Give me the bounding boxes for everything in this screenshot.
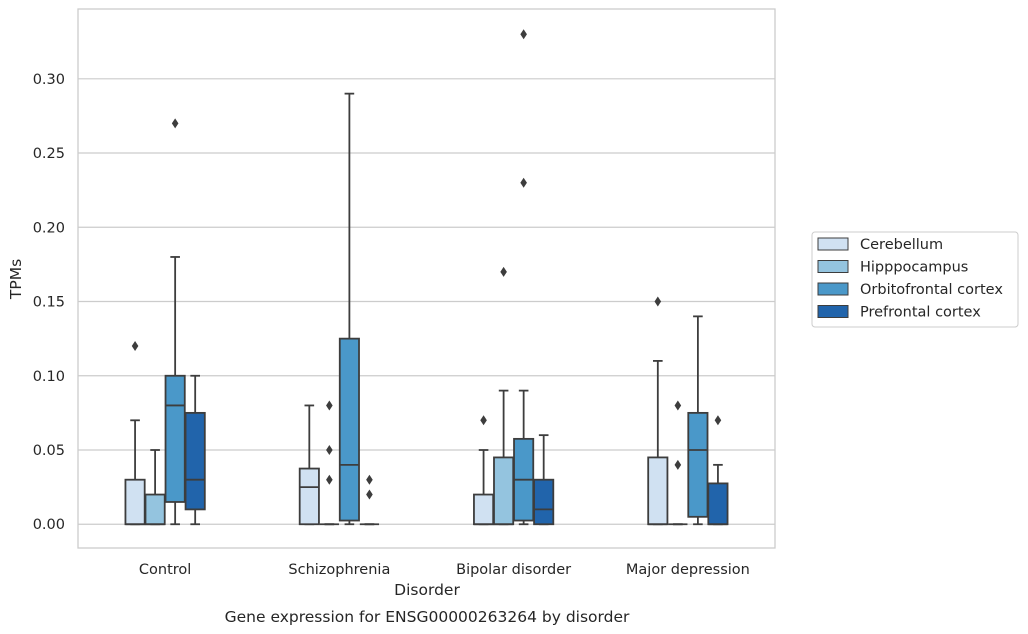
box-3-2 xyxy=(533,434,555,526)
legend-entry: Cerebellum xyxy=(860,237,943,253)
outlier-point xyxy=(674,400,682,411)
box-2-1 xyxy=(338,92,360,526)
box-0-1 xyxy=(298,404,320,526)
outlier-point xyxy=(654,296,662,307)
outlier-point xyxy=(171,118,179,129)
box-body xyxy=(533,478,555,526)
legend-swatch xyxy=(817,282,849,296)
x-tick-label: Major depression xyxy=(626,562,750,578)
plot-frame xyxy=(77,8,776,549)
y-axis-label: TPMs xyxy=(7,259,25,300)
y-tick-label: 0.15 xyxy=(33,295,65,311)
box-body xyxy=(473,493,495,526)
y-tick-label: 0.10 xyxy=(33,369,65,385)
x-tick-label: Bipolar disorder xyxy=(456,562,571,578)
box-3-1 xyxy=(359,474,380,526)
outlier-point xyxy=(366,474,373,485)
box-1-3 xyxy=(668,400,688,526)
box-body xyxy=(164,374,186,503)
y-tick-label: 0.20 xyxy=(33,220,65,236)
x-tick-label: Schizophrenia xyxy=(288,562,390,578)
box-body xyxy=(493,456,515,526)
box-0-0 xyxy=(124,341,146,526)
outlier-point xyxy=(366,489,373,500)
box-body xyxy=(124,478,146,526)
outlier-point xyxy=(131,341,139,352)
box-3-0 xyxy=(184,374,206,526)
box-body xyxy=(338,337,360,522)
y-tick-label: 0.25 xyxy=(33,146,65,162)
boxes-layer xyxy=(124,29,729,526)
box-body xyxy=(298,467,320,526)
outlier-point xyxy=(714,415,722,426)
outlier-point xyxy=(326,445,333,455)
legend-entry: Orbitofrontal cortex xyxy=(860,282,1003,298)
box-2-3 xyxy=(687,315,709,526)
y-tick-label: 0.00 xyxy=(33,517,65,533)
x-axis-ticks: Control Schizophrenia Bipolar disorder Majo… xyxy=(139,562,750,578)
box-body xyxy=(184,411,206,511)
box-0-3 xyxy=(647,296,669,526)
box-1-1 xyxy=(319,400,339,526)
y-tick-label: 0.30 xyxy=(33,72,65,88)
box-body xyxy=(144,493,166,526)
legend: Cerebellum Hipppocampus Orbitofrontal cort… xyxy=(811,231,1019,328)
box-body xyxy=(707,482,729,526)
x-axis-label: Disorder xyxy=(394,581,460,599)
box-3-3 xyxy=(707,415,729,526)
outlier-point xyxy=(480,415,487,426)
box-body xyxy=(647,456,669,526)
box-1-0 xyxy=(144,449,166,526)
y-tick-label: 0.05 xyxy=(33,443,65,459)
chart-caption: Gene expression for ENSG00000263264 by d… xyxy=(225,608,630,626)
outlier-point xyxy=(520,177,527,188)
outlier-point xyxy=(500,266,507,277)
outlier-point xyxy=(674,459,682,470)
box-body xyxy=(687,411,709,518)
legend-swatch xyxy=(817,260,849,273)
legend-swatch xyxy=(817,237,849,251)
y-axis-ticks: 0.00 0.05 0.10 0.15 0.20 0.25 0.30 xyxy=(33,72,65,533)
outlier-point xyxy=(520,29,527,40)
legend-entry: Prefrontal cortex xyxy=(860,305,981,321)
x-tick-label: Control xyxy=(139,562,191,578)
legend-entry: Hipppocampus xyxy=(860,260,968,276)
outlier-point xyxy=(326,474,333,485)
outlier-point xyxy=(326,400,333,411)
legend-frame xyxy=(811,231,1019,328)
legend-swatch xyxy=(817,305,849,318)
